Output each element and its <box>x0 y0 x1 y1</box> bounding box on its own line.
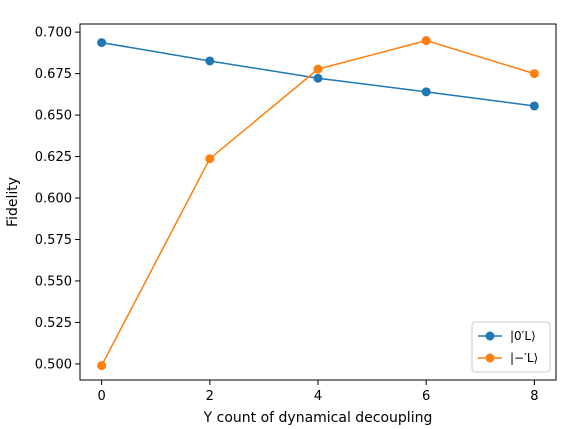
series-1-point <box>313 73 323 83</box>
series-1-point <box>421 87 431 97</box>
x-axis-ticks: 0 2 4 6 8 <box>97 380 539 404</box>
y-axis-ticks: 0.500 0.525 0.550 0.575 0.600 0.625 0.650 0.675… <box>35 26 80 372</box>
legend-marker-2 <box>485 353 495 363</box>
y-tick-label: 0.550 <box>35 274 72 289</box>
x-tick-label: 0 <box>97 389 105 404</box>
y-tick-label: 0.525 <box>35 316 72 331</box>
y-tick-label: 0.650 <box>35 109 72 124</box>
series-2-point <box>421 36 431 46</box>
x-tick-label: 6 <box>422 389 430 404</box>
x-tick-label: 4 <box>314 389 322 404</box>
series-2-point <box>313 64 323 74</box>
legend: |0′L⟩ |−′L⟩ <box>471 321 551 373</box>
y-tick-label: 0.675 <box>35 67 72 82</box>
y-tick-label: 0.500 <box>35 357 72 372</box>
x-tick-label: 8 <box>530 389 538 404</box>
x-tick-label: 2 <box>206 389 214 404</box>
y-tick-label: 0.575 <box>35 233 72 248</box>
y-axis-label: Fidelity <box>5 177 21 227</box>
series-1-point <box>97 38 107 48</box>
series-layer <box>97 36 539 371</box>
series-1-point <box>205 56 215 66</box>
legend-label-1: |0′L⟩ <box>510 329 536 343</box>
series-1-point <box>529 101 539 111</box>
series-2-point <box>529 69 539 79</box>
legend-marker-1 <box>485 331 495 341</box>
y-tick-label: 0.600 <box>35 192 72 207</box>
series-2-point <box>97 361 107 371</box>
legend-label-2: |−′L⟩ <box>510 351 538 365</box>
series-2-point <box>205 154 215 164</box>
y-tick-label: 0.625 <box>35 150 72 165</box>
y-tick-label: 0.700 <box>35 26 72 41</box>
x-axis-label: Y count of dynamical decoupling <box>203 410 433 426</box>
